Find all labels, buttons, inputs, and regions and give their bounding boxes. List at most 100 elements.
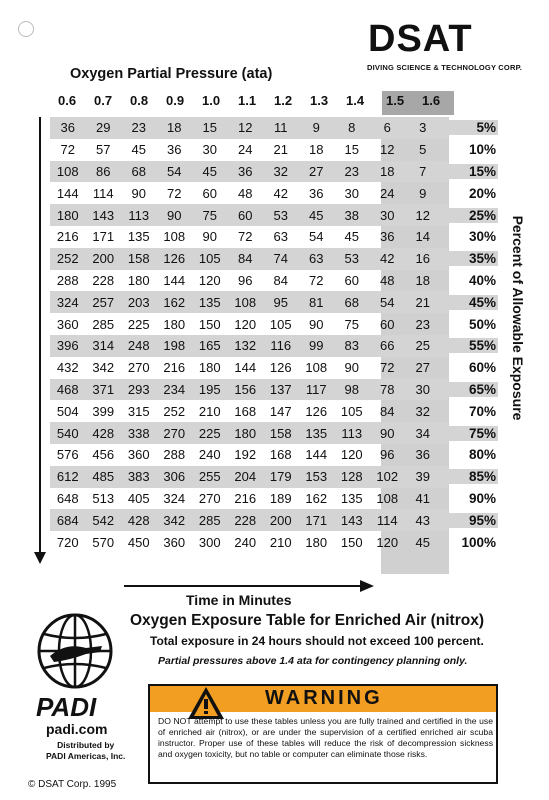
table-cell: 570 bbox=[92, 534, 115, 550]
table-cell: 252 bbox=[56, 251, 79, 267]
warning-text: DO NOT attempt to use these tables unles… bbox=[158, 716, 493, 759]
table-row: 720 570 450 360 300 240 210 180 150 120 45 100% bbox=[50, 531, 498, 553]
table-cell: 63 bbox=[309, 251, 324, 267]
table-row-cells: 180 143 113 90 75 60 53 45 38 30 12 bbox=[50, 204, 449, 226]
percent-label: 55% bbox=[448, 338, 498, 354]
table-cell: 324 bbox=[56, 294, 79, 310]
table-cell: 54 bbox=[380, 294, 395, 310]
table-cell: 74 bbox=[273, 251, 288, 267]
table-cell: 120 bbox=[376, 534, 399, 550]
table-cell: 342 bbox=[92, 360, 115, 376]
table-cell: 72 bbox=[380, 360, 395, 376]
table-cell: 54 bbox=[167, 163, 182, 179]
partial-pressure-header-row: 0.6 0.7 0.8 0.9 1.0 1.1 1.2 1.3 1.4 1.5 1.6 bbox=[58, 91, 454, 115]
table-cell: 216 bbox=[56, 229, 79, 245]
table-cell: 210 bbox=[198, 403, 221, 419]
table-cell: 105 bbox=[269, 316, 292, 332]
table-cell: 144 bbox=[163, 272, 186, 288]
table-row: 432 342 270 216 180 144 126 108 90 72 27 60% bbox=[50, 357, 498, 379]
table-cell: 42 bbox=[380, 251, 395, 267]
percent-label: 90% bbox=[468, 490, 496, 506]
table-cell: 32 bbox=[273, 163, 288, 179]
table-cell: 24 bbox=[380, 185, 395, 201]
table-row-cells: 72 57 45 36 30 24 21 18 15 12 5 bbox=[50, 139, 448, 161]
percent-label: 35% bbox=[448, 251, 498, 267]
table-cell: 25 bbox=[415, 338, 430, 354]
exposure-table: 36 29 23 18 15 12 11 9 8 6 3 5% 72 57 45 36 30 24 21 18 15 12… bbox=[50, 117, 498, 553]
table-row-cells: 36 29 23 18 15 12 11 9 8 6 3 bbox=[50, 117, 449, 139]
percent-label: 50% bbox=[468, 316, 496, 332]
table-cell: 75 bbox=[344, 316, 359, 332]
table-cell: 324 bbox=[163, 490, 186, 506]
table-cell: 180 bbox=[234, 425, 257, 441]
table-cell: 542 bbox=[92, 512, 115, 528]
table-cell: 78 bbox=[380, 381, 395, 397]
table-row-cells: 720 570 450 360 300 240 210 180 150 120 45 bbox=[50, 531, 448, 553]
table-cell: 576 bbox=[56, 447, 79, 463]
table-cell: 158 bbox=[269, 425, 292, 441]
table-cell: 36 bbox=[309, 185, 324, 201]
table-cell: 135 bbox=[340, 490, 363, 506]
table-cell: 648 bbox=[56, 490, 79, 506]
table-cell: 143 bbox=[340, 512, 363, 528]
table-cell: 168 bbox=[234, 403, 257, 419]
table-cell: 99 bbox=[309, 338, 324, 354]
table-cell: 105 bbox=[340, 403, 363, 419]
table-cell: 171 bbox=[305, 512, 328, 528]
table-cell: 27 bbox=[309, 163, 324, 179]
table-cell: 126 bbox=[305, 403, 328, 419]
partial-pressure-1-6: 1.6 bbox=[418, 91, 454, 115]
percent-label: 70% bbox=[468, 403, 496, 419]
table-cell: 180 bbox=[127, 272, 150, 288]
partial-pressure-1-5: 1.5 bbox=[382, 91, 418, 115]
table-cell: 108 bbox=[56, 163, 79, 179]
table-cell: 60 bbox=[238, 207, 253, 223]
table-row: 360 285 225 180 150 120 105 90 75 60 23 50% bbox=[50, 313, 498, 335]
table-row-cells: 684 542 428 342 285 228 200 171 143 114 43 bbox=[50, 509, 449, 532]
table-cell: 48 bbox=[238, 185, 253, 201]
table-cell: 195 bbox=[198, 381, 221, 397]
table-cell: 137 bbox=[269, 381, 292, 397]
table-cell: 90 bbox=[309, 316, 324, 332]
down-arrow-head bbox=[34, 552, 46, 564]
percent-label: 25% bbox=[448, 207, 498, 223]
table-cell: 257 bbox=[92, 294, 115, 310]
table-cell: 116 bbox=[270, 338, 292, 354]
partial-pressure-0-9: 0.9 bbox=[166, 93, 185, 108]
percent-label: 80% bbox=[468, 447, 496, 463]
table-cell: 189 bbox=[269, 490, 292, 506]
table-cell: 285 bbox=[92, 316, 115, 332]
table-cell: 90 bbox=[131, 185, 146, 201]
table-cell: 105 bbox=[198, 251, 221, 267]
padi-url: padi.com bbox=[46, 721, 108, 737]
table-cell: 120 bbox=[340, 447, 363, 463]
table-row: 504 399 315 252 210 168 147 126 105 84 32 70% bbox=[50, 400, 498, 422]
percent-label: 75% bbox=[448, 425, 498, 441]
contingency-note: Partial pressures above 1.4 ata for cont… bbox=[158, 655, 468, 667]
table-cell: 108 bbox=[234, 294, 257, 310]
table-cell: 45 bbox=[131, 142, 146, 158]
table-cell: 504 bbox=[56, 403, 79, 419]
table-cell: 18 bbox=[380, 163, 395, 179]
table-cell: 57 bbox=[96, 142, 111, 158]
table-cell: 30 bbox=[202, 142, 217, 158]
table-row-cells: 108 86 68 54 45 36 32 27 23 18 7 bbox=[50, 160, 449, 183]
warning-bar: WARNING bbox=[150, 686, 496, 719]
table-cell: 72 bbox=[60, 142, 75, 158]
table-cell: 16 bbox=[415, 251, 430, 267]
table-cell: 456 bbox=[92, 447, 115, 463]
table-cell: 204 bbox=[234, 469, 257, 485]
table-cell: 306 bbox=[163, 469, 186, 485]
table-cell: 180 bbox=[305, 534, 328, 550]
partial-pressure-0-7: 0.7 bbox=[94, 93, 113, 108]
padi-logo: PADI bbox=[36, 692, 97, 722]
table-cell: 81 bbox=[309, 294, 324, 310]
table-cell: 60 bbox=[202, 185, 217, 201]
table-cell: 68 bbox=[344, 294, 359, 310]
table-cell: 23 bbox=[131, 120, 146, 136]
table-cell: 252 bbox=[163, 403, 186, 419]
table-cell: 342 bbox=[163, 512, 186, 528]
table-cell: 53 bbox=[344, 251, 359, 267]
percent-axis-label-wrap: Percent of Allowable Exposure bbox=[498, 210, 526, 440]
percent-label: 40% bbox=[468, 272, 496, 288]
